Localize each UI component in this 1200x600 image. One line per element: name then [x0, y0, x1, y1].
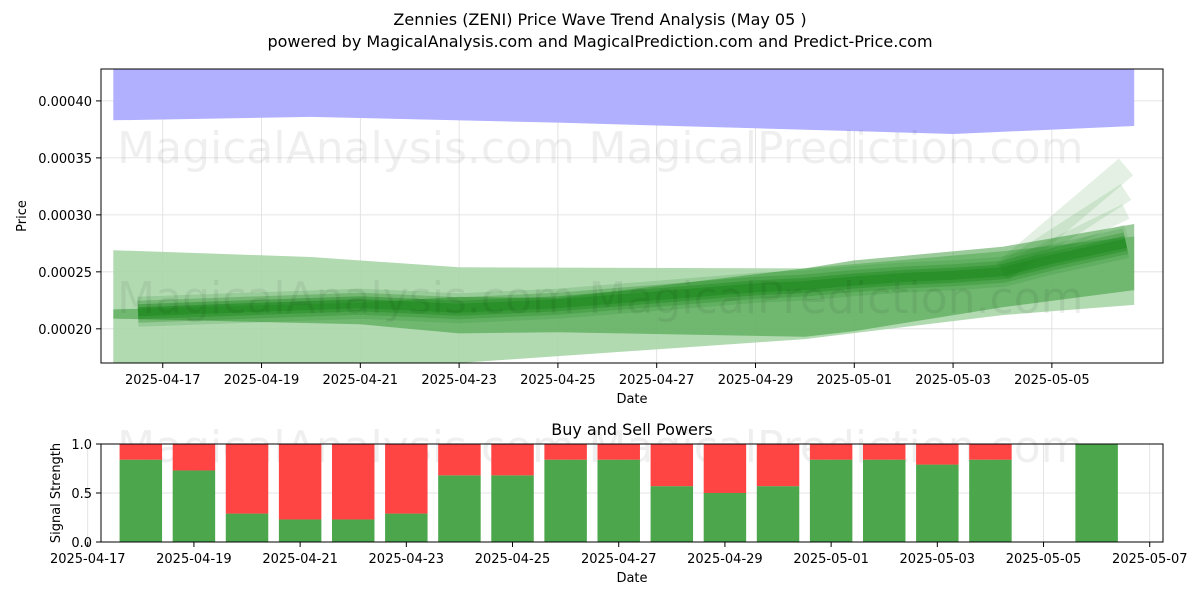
price-y-label: Price — [15, 200, 30, 232]
sell-bar — [278, 444, 322, 520]
sell-bar — [385, 444, 428, 514]
price-y-tick-label: 0.00035 — [38, 152, 92, 167]
signal-x-tick-label: 2025-04-17 — [50, 552, 126, 567]
buy-bar — [1075, 444, 1118, 542]
buy-bar — [385, 513, 428, 542]
buy-bar — [172, 470, 216, 542]
price-y-tick-label: 0.00030 — [38, 209, 92, 224]
sell-bar — [809, 444, 853, 460]
signal-y-tick-label: 0.5 — [71, 487, 92, 502]
price-x-tick-label: 2025-04-21 — [323, 373, 399, 388]
price-x-tick-label: 2025-05-01 — [816, 373, 892, 388]
price-watermarks: MagicalAnalysis.com MagicalPrediction.co… — [117, 123, 1083, 324]
trend-line — [137, 238, 1127, 317]
sell-bar — [703, 444, 747, 493]
sell-bar — [438, 444, 481, 476]
buy-bar — [650, 486, 694, 542]
price-x-tick-label: 2025-04-23 — [421, 373, 497, 388]
sell-bar — [225, 444, 269, 514]
buy-bar — [756, 486, 800, 542]
price-y-tick-label: 0.00025 — [38, 266, 92, 281]
buy-bar — [597, 459, 640, 542]
sell-bar — [756, 444, 800, 487]
price-x-label: Date — [616, 392, 647, 407]
signal-x-ticks: 2025-04-17 2025-04-19 2025-04-21 2025-04-23… — [50, 542, 1188, 567]
price-y-tick-label: 0.00020 — [38, 323, 92, 338]
price-x-tick-label: 2025-04-29 — [718, 373, 794, 388]
price-x-tick-label: 2025-04-17 — [125, 373, 201, 388]
buy-bar — [278, 519, 322, 542]
buy-sell-chart: Buy and Sell Powers MagicalAnalysis.com … — [49, 420, 1188, 586]
sell-bar — [491, 444, 534, 476]
resistance-band — [113, 69, 1135, 134]
buy-bar — [916, 464, 959, 542]
buy-bar — [703, 493, 747, 542]
sell-bar — [331, 444, 375, 520]
price-x-tick-label: 2025-05-05 — [1014, 373, 1090, 388]
price-x-tick-label: 2025-04-27 — [619, 373, 695, 388]
buy-bar — [438, 475, 481, 542]
price-x-ticks: 2025-04-17 2025-04-19 2025-04-21 2025-04-23… — [125, 363, 1090, 388]
watermark-prediction: MagicalPrediction.com — [589, 123, 1084, 174]
signal-x-tick-label: 2025-05-05 — [1006, 552, 1082, 567]
signal-x-tick-label: 2025-05-07 — [1112, 552, 1188, 567]
buy-bar — [331, 519, 375, 542]
figure-title: Zennies (ZENI) Price Wave Trend Analysis… — [393, 10, 806, 29]
price-wave-chart: MagicalAnalysis.com MagicalPrediction.co… — [15, 68, 1164, 407]
sell-bar — [597, 444, 640, 460]
price-axes-frame — [100, 68, 1164, 364]
inner-wave-band — [113, 224, 1135, 337]
projection-line — [995, 158, 1134, 281]
signal-x-label: Date — [616, 571, 647, 586]
projection-line — [997, 184, 1132, 280]
watermark-analysis: MagicalAnalysis.com — [117, 123, 575, 174]
buy-bar — [119, 459, 163, 542]
signal-x-tick-label: 2025-05-03 — [900, 552, 976, 567]
sell-bar — [544, 444, 587, 460]
price-y-tick-label: 0.00040 — [38, 95, 92, 110]
signal-y-tick-label: 0.0 — [71, 536, 92, 551]
sell-bar — [969, 444, 1012, 460]
buy-bar — [862, 459, 906, 542]
watermark-analysis: MagicalAnalysis.com — [117, 273, 575, 324]
watermark-prediction: MagicalPrediction.com — [589, 273, 1084, 324]
signal-x-tick-label: 2025-04-29 — [687, 552, 763, 567]
projection-line — [998, 204, 1130, 280]
buy-bar — [491, 475, 534, 542]
figure-subtitle: powered by MagicalAnalysis.com and Magic… — [267, 32, 932, 51]
signal-x-tick-label: 2025-04-23 — [369, 552, 445, 567]
price-x-tick-label: 2025-04-19 — [224, 373, 300, 388]
signal-y-ticks: 0.0 0.5 1.0 — [71, 438, 101, 551]
price-bands — [113, 69, 1135, 363]
price-y-ticks: 0.00020 0.00025 0.00030 0.00035 0.00040 — [38, 95, 101, 338]
buy-bar — [809, 459, 853, 542]
signal-bars — [119, 444, 1118, 542]
sell-bar — [650, 444, 694, 487]
signal-x-tick-label: 2025-04-19 — [156, 552, 232, 567]
signal-y-label: Signal Strength — [49, 443, 64, 543]
signal-x-tick-label: 2025-04-25 — [475, 552, 551, 567]
sell-bar — [862, 444, 906, 460]
buy-bar — [225, 513, 269, 542]
price-x-tick-label: 2025-05-03 — [915, 373, 991, 388]
sell-bar — [172, 444, 216, 471]
buy-bar — [544, 459, 587, 542]
sell-bar — [916, 444, 959, 465]
price-x-tick-label: 2025-04-25 — [520, 373, 596, 388]
sell-bar — [119, 444, 163, 460]
buy-sell-title: Buy and Sell Powers — [551, 420, 713, 439]
signal-x-tick-label: 2025-04-27 — [581, 552, 657, 567]
signal-y-tick-label: 1.0 — [71, 438, 92, 453]
signal-x-tick-label: 2025-05-01 — [793, 552, 869, 567]
signal-x-tick-label: 2025-04-21 — [262, 552, 338, 567]
buy-bar — [969, 459, 1012, 542]
